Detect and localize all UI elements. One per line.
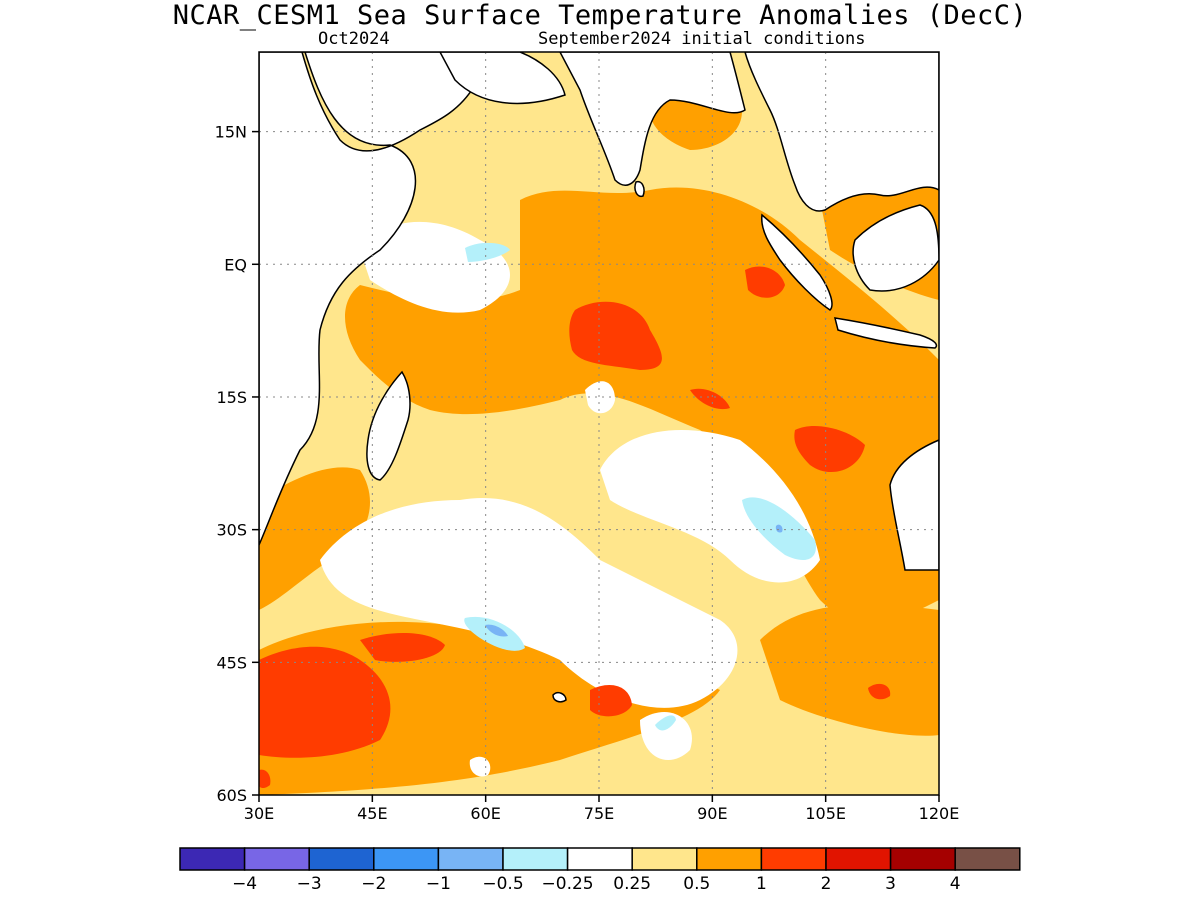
legend-label: 2 [821, 874, 832, 894]
legend-swatch [760, 847, 827, 871]
anomaly-fill-near-zero [600, 430, 820, 583]
lon-tick-label: 105E [805, 804, 846, 823]
anomaly-fill-1-2 [259, 646, 391, 758]
arabia-land [439, 52, 566, 105]
legend-label: 0.25 [613, 874, 651, 894]
legend-label: −0.5 [482, 874, 523, 894]
legend-swatch [825, 847, 892, 871]
anomaly-fill-near-zero [360, 221, 510, 313]
anomaly-fill-near-zero [585, 381, 615, 414]
anomaly-fill-1-2 [868, 683, 891, 700]
legend-swatch [954, 847, 1021, 871]
legend-swatch [308, 847, 375, 871]
lat-tick-label: 45S [216, 653, 247, 672]
legend-swatch [631, 847, 698, 871]
sri-lanka-land [634, 180, 645, 198]
legend-swatch [373, 847, 440, 871]
anomaly-fill-1-2 [794, 425, 865, 473]
legend-label: 3 [885, 874, 896, 894]
legend-label: 4 [950, 874, 961, 894]
anomaly-fill-0.5-1 [259, 467, 370, 610]
legend-swatch [437, 847, 504, 871]
lon-tick-label: 45E [357, 804, 387, 823]
sumatra-land [761, 213, 833, 311]
lat-tick-label: 60S [216, 786, 247, 805]
anomaly-fill-1-2 [259, 769, 271, 789]
anomaly-fill-near-zero [469, 756, 491, 777]
axis-ticks [252, 130, 940, 802]
anomaly-fill-0.5-1 [760, 604, 939, 736]
anomaly-field [259, 52, 939, 795]
legend-label: 1 [756, 874, 767, 894]
lon-tick-label: 90E [697, 804, 727, 823]
lat-tick-label: 30S [216, 521, 247, 540]
legend-swatch [889, 847, 956, 871]
legend-label: −2 [361, 874, 386, 894]
anomaly-fill-1-2 [590, 685, 632, 717]
legend-swatch [502, 847, 569, 871]
anomaly-fill-neg-0.5 [485, 624, 508, 637]
lat-tick-label: 15N [215, 123, 247, 142]
legend-label: −3 [297, 874, 322, 894]
india-land [559, 52, 746, 186]
anomaly-fill-neg-0.5 [775, 524, 783, 533]
anomaly-fill-1-2 [360, 633, 445, 662]
lat-tick-label: EQ [224, 255, 247, 274]
legend-swatch [566, 847, 633, 871]
anomaly-fill-1-2 [745, 266, 785, 298]
land-masses [259, 52, 939, 703]
borneo-land [852, 204, 939, 292]
anomaly-fill-near-zero [640, 711, 692, 760]
forecast-month: Oct2024 [318, 29, 390, 49]
legend-swatch [243, 847, 310, 871]
color-legend-labels: −4 −3 −2 −1 −0.5 −0.25 0.25 0.5 1 2 3 4 [232, 874, 961, 894]
anomaly-fill-1-2 [690, 388, 730, 410]
legend-label: −4 [232, 874, 257, 894]
australia-land [889, 439, 939, 571]
legend-label: −0.25 [542, 874, 594, 894]
lat-tick-label: 15S [216, 388, 247, 407]
lon-tick-label: 75E [584, 804, 614, 823]
lon-tick-label: 60E [470, 804, 500, 823]
legend-label: −1 [426, 874, 451, 894]
initial-conditions: September2024 initial conditions [538, 29, 866, 49]
legend-swatch [179, 847, 246, 871]
anomaly-fill-neg-0.25 [465, 242, 510, 262]
lon-tick-label: 30E [244, 804, 274, 823]
anomaly-fill-neg-0.25 [655, 715, 676, 731]
lon-tick-label: 120E [919, 804, 960, 823]
anomaly-fill-1-2 [569, 301, 662, 370]
kerguelen-land [552, 692, 567, 703]
color-legend [179, 847, 1021, 871]
anomaly-fill-near-zero [320, 498, 738, 708]
grid-lines [259, 52, 939, 795]
chart-title: NCAR_CESM1 Sea Surface Temperature Anoma… [172, 0, 1028, 31]
legend-swatch [696, 847, 763, 871]
madagascar-land [366, 370, 411, 481]
java-land [833, 317, 938, 349]
legend-label: 0.5 [683, 874, 710, 894]
